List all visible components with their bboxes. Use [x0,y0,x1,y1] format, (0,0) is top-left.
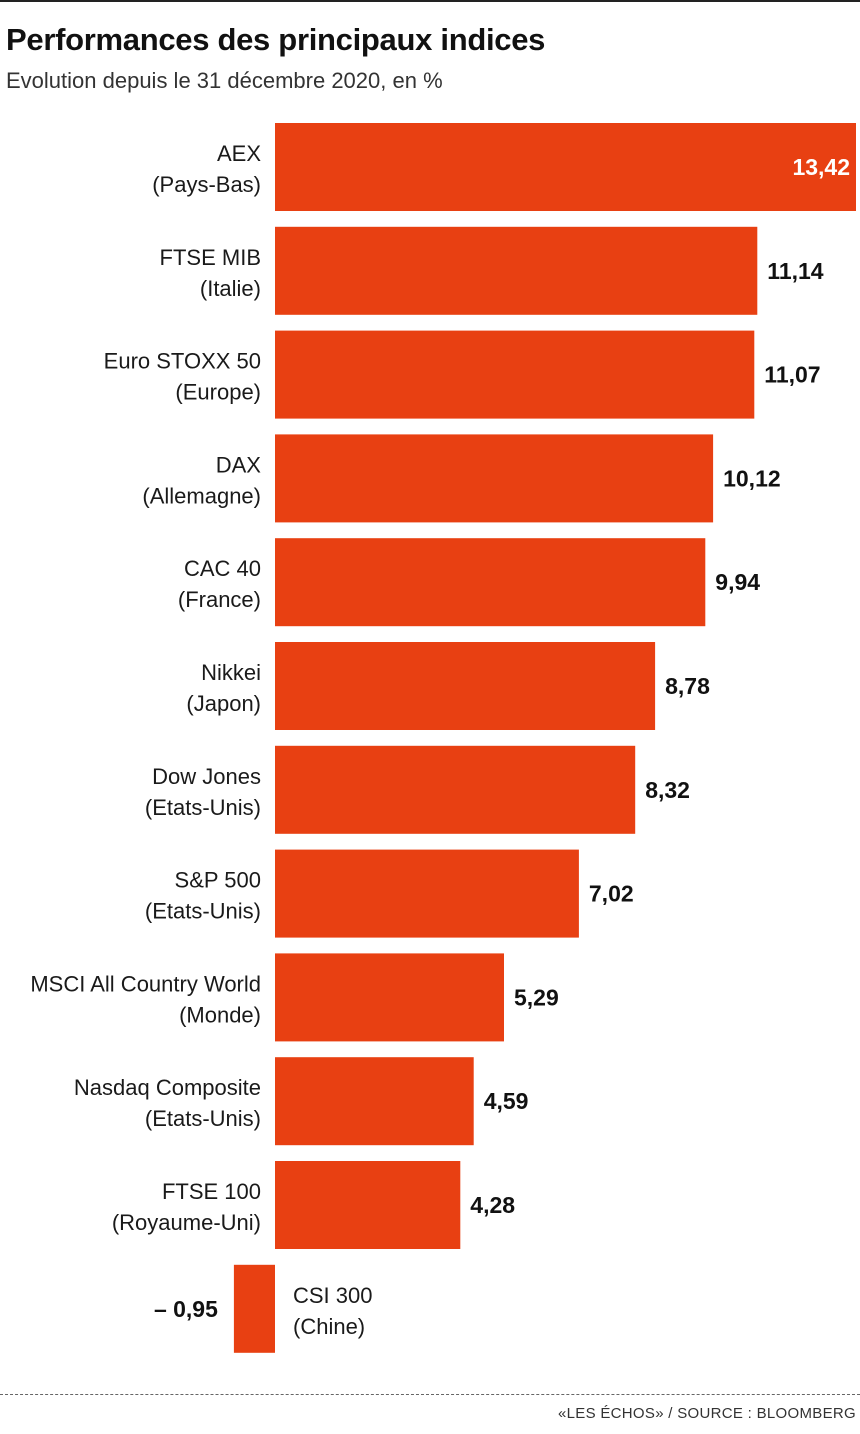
category-region-label: (Allemagne) [142,483,261,508]
category-region-label: (Japon) [186,691,261,716]
category-label: S&P 500 [175,868,261,893]
bar-group: AEX (Pays-Bas) 13,42 [152,123,856,211]
category-label: CSI 300 [293,1283,373,1308]
data-label: 5,29 [514,984,559,1010]
category-region-label: (Pays-Bas) [152,172,261,197]
category-label: DAX [216,452,262,477]
bar-group: Nasdaq Composite (Etats-Unis) 4,59 [74,1057,529,1146]
data-label: 11,07 [764,362,820,388]
category-region-label: (Monde) [179,1002,261,1027]
bar [275,123,856,211]
data-label: 11,14 [767,258,823,284]
category-region-label: (Etats-Unis) [145,795,261,820]
footer-divider [0,1394,860,1395]
category-label: FTSE MIB [160,245,261,270]
category-label: Dow Jones [152,764,261,789]
data-label: 9,94 [715,569,760,595]
bar [275,642,656,730]
bar-group: FTSE 100 (Royaume-Uni) 4,28 [112,1161,515,1249]
bar-group: MSCI All Country World (Monde) 5,29 [30,953,559,1042]
bar [275,745,636,834]
bar-group: CSI 300 (Chine) – 0,95 [154,1264,373,1353]
data-label: – 0,95 [154,1296,218,1322]
bar-group: FTSE MIB (Italie) 11,14 [160,226,824,315]
category-label: FTSE 100 [162,1179,261,1204]
data-label: 13,42 [792,154,850,180]
bar-group: DAX (Allemagne) 10,12 [142,434,781,523]
category-region-label: (Etats-Unis) [145,899,261,924]
bar [233,1264,275,1353]
data-label: 4,28 [470,1192,515,1218]
bar [275,538,706,627]
bar-group: Dow Jones (Etats-Unis) 8,32 [145,745,690,834]
category-region-label: (Europe) [175,380,261,405]
data-label: 10,12 [723,465,781,491]
bar-group: Euro STOXX 50 (Europe) 11,07 [104,330,821,419]
bar [275,953,504,1042]
chart-subtitle: Evolution depuis le 31 décembre 2020, en… [6,68,443,93]
category-region-label: (Chine) [293,1314,365,1339]
bar-group: S&P 500 (Etats-Unis) 7,02 [145,849,634,938]
bar-group: CAC 40 (France) 9,94 [178,538,760,627]
data-label: 4,59 [484,1088,529,1114]
category-label: Nikkei [201,660,261,685]
category-label: AEX [217,141,261,166]
category-label: CAC 40 [184,556,261,581]
bar [275,1057,474,1146]
bar [275,1161,461,1249]
category-region-label: (France) [178,587,261,612]
bar [275,849,579,938]
bar [275,226,758,315]
category-region-label: (Italie) [200,276,261,301]
bar-group: Nikkei (Japon) 8,78 [186,642,710,730]
data-label: 8,32 [645,777,690,803]
category-region-label: (Etats-Unis) [145,1106,261,1131]
source-credit: «LES ÉCHOS» / SOURCE : BLOOMBERG [557,1405,856,1422]
category-label: MSCI All Country World [30,971,261,996]
category-label: Euro STOXX 50 [104,349,261,374]
bar [275,434,714,523]
top-rule [0,0,860,2]
bar [275,330,755,419]
chart-title: Performances des principaux indices [6,22,546,57]
data-label: 7,02 [589,881,634,907]
data-label: 8,78 [665,673,710,699]
category-region-label: (Royaume-Uni) [112,1210,261,1235]
category-label: Nasdaq Composite [74,1075,261,1100]
